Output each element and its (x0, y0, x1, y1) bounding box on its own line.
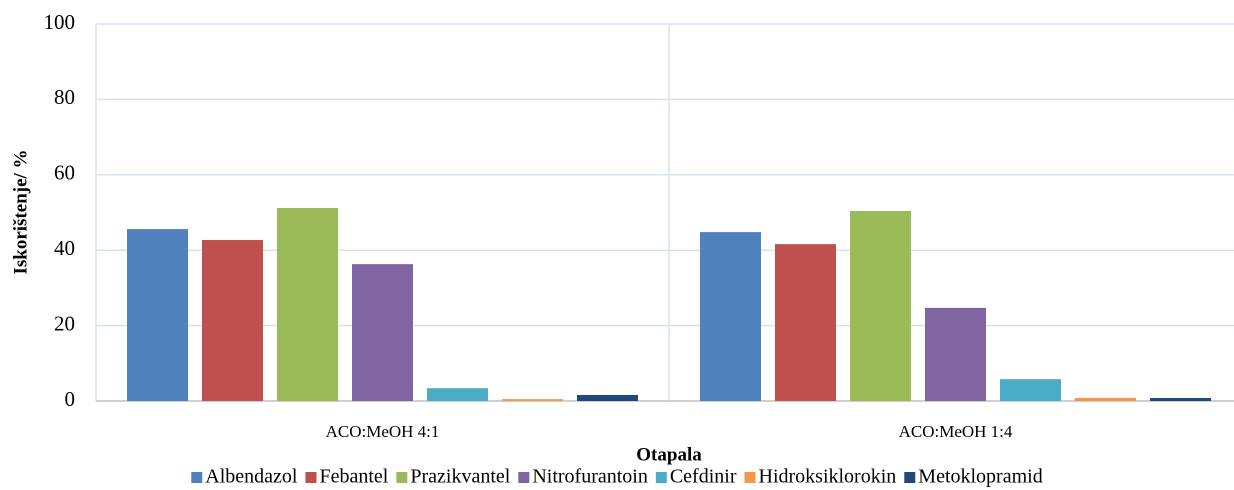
y-tick-label: 100 (44, 10, 76, 34)
legend-label: Febantel (319, 466, 388, 488)
bar (202, 240, 263, 401)
legend-swatch (744, 472, 756, 483)
bar (1150, 397, 1211, 401)
bar (502, 399, 563, 401)
bar (850, 210, 911, 401)
bar (775, 244, 836, 401)
x-tick-label: ACO:MeOH 4:1 (326, 422, 440, 441)
y-tick-label: 20 (54, 311, 75, 335)
legend-label: Albendazol (205, 466, 298, 488)
legend-swatch (305, 472, 317, 483)
legend-label: Prazikvantel (410, 466, 510, 488)
y-tick-label: 40 (54, 236, 75, 260)
x-axis-title: Otapala (636, 444, 702, 465)
legend-label: Metoklopramid (918, 466, 1042, 488)
bar (1000, 379, 1061, 401)
bar (1075, 397, 1136, 401)
bar (127, 229, 188, 401)
x-tick-label: ACO:MeOH 1:4 (899, 422, 1013, 441)
bar (352, 264, 413, 401)
bar (277, 207, 338, 401)
bar (925, 307, 986, 401)
bar (577, 394, 638, 401)
legend-label: Cefdinir (670, 466, 737, 488)
legend-label: Hidroksiklorokin (759, 466, 897, 488)
legend-swatch (191, 472, 203, 483)
bar (700, 232, 761, 401)
legend-swatch (518, 472, 530, 483)
legend-swatch (904, 472, 916, 483)
y-tick-label: 0 (65, 387, 76, 411)
legend-swatch (396, 472, 408, 483)
y-tick-label: 80 (54, 85, 75, 109)
bar (427, 388, 488, 401)
y-axis-title: Iskorištenje/ % (10, 149, 31, 274)
y-tick-label: 60 (54, 161, 75, 185)
legend-label: Nitrofurantoin (532, 466, 648, 488)
legend-swatch (655, 472, 667, 483)
